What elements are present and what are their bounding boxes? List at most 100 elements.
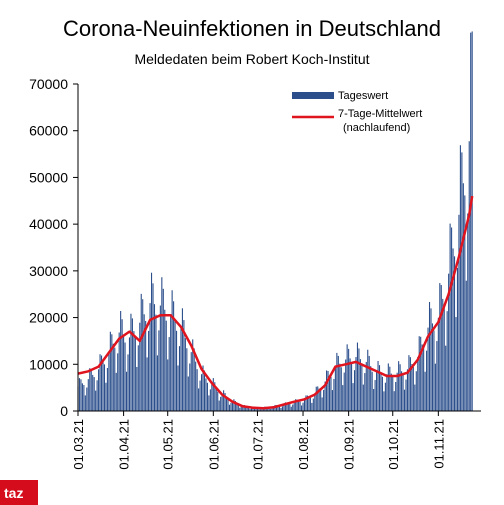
bar-tageswert	[271, 407, 273, 411]
bar-tageswert	[377, 360, 379, 411]
bar-tageswert	[364, 373, 366, 411]
bar-tageswert	[252, 407, 254, 411]
bar-tageswert	[290, 406, 292, 411]
bar-tageswert	[218, 400, 220, 411]
x-tick-label: 01.05.21	[161, 419, 176, 470]
bar-tageswert	[205, 378, 207, 411]
x-tick-label: 01.07.21	[250, 419, 265, 470]
y-tick-label: 40000	[29, 216, 68, 232]
bar-tageswert	[321, 397, 323, 411]
bar-tageswert	[298, 401, 300, 411]
bar-tageswert	[90, 369, 92, 411]
y-tick-label: 50000	[29, 169, 68, 185]
bar-tageswert	[195, 361, 197, 411]
bar-tageswert	[412, 366, 414, 411]
bar-tageswert	[389, 366, 391, 411]
bar-tageswert	[392, 376, 394, 411]
bar-tageswert	[170, 315, 172, 411]
bar-tageswert	[327, 370, 329, 411]
bar-tageswert	[248, 407, 250, 411]
bar-tageswert	[224, 393, 226, 411]
bar-tageswert	[328, 375, 331, 411]
bar-tageswert	[114, 347, 116, 411]
bar-tageswert	[430, 308, 432, 411]
bar-tageswert	[130, 313, 132, 411]
bar-tageswert	[287, 403, 289, 411]
bar-tageswert	[103, 364, 106, 411]
bar-tageswert	[417, 357, 419, 411]
bar-tageswert	[459, 145, 461, 412]
bar-tageswert	[133, 331, 135, 411]
bar-tageswert	[184, 338, 186, 411]
bar-tageswert	[230, 402, 232, 411]
x-tick-label: 01.03.21	[71, 419, 86, 470]
bar-tageswert	[93, 377, 95, 411]
bar-tageswert	[343, 372, 345, 411]
bar-tageswert	[418, 336, 420, 411]
bar-tageswert	[237, 404, 239, 411]
bar-tageswert	[136, 366, 138, 411]
bar-tageswert	[158, 330, 160, 411]
y-tick-label: 0	[60, 403, 68, 419]
bar-tageswert	[405, 379, 407, 411]
bar-tageswert	[312, 398, 314, 411]
bar-tageswert	[193, 348, 195, 411]
bar-tageswert	[406, 369, 409, 411]
y-tick-label: 30000	[29, 263, 68, 279]
bar-tageswert	[302, 402, 304, 411]
bar-tageswert	[199, 380, 201, 411]
bar-tageswert	[221, 393, 223, 411]
bar-tageswert	[178, 346, 181, 411]
bar-tageswert	[137, 345, 139, 411]
bar-tageswert	[299, 401, 301, 411]
bar-tageswert	[245, 405, 247, 411]
bar-tageswert	[168, 337, 170, 411]
bar-tageswert	[171, 290, 173, 411]
bar-tageswert	[408, 355, 410, 411]
bar-tageswert	[374, 380, 376, 411]
bar-tageswert	[256, 407, 258, 411]
bar-tageswert	[206, 382, 208, 411]
bar-tageswert	[164, 309, 166, 411]
bar-tageswert	[470, 32, 472, 411]
bar-tageswert	[281, 406, 283, 411]
bar-tageswert	[296, 399, 298, 411]
bar-tageswert	[225, 396, 228, 411]
bar-tageswert	[458, 214, 460, 411]
bar-tageswert	[334, 366, 336, 411]
x-tick-label: 01.10.21	[386, 419, 401, 470]
bar-series	[77, 31, 473, 412]
bar-tageswert	[143, 314, 145, 411]
x-tick-label: 01.11.21	[431, 419, 446, 469]
bar-tageswert	[317, 386, 319, 411]
bar-tageswert	[243, 404, 245, 411]
bar-tageswert	[289, 403, 291, 411]
bar-tageswert	[293, 402, 295, 411]
bar-tageswert	[81, 383, 83, 411]
bar-tageswert	[115, 372, 117, 411]
bar-tageswert	[467, 213, 469, 411]
bar-tageswert	[440, 285, 442, 411]
x-axis: 01.03.21 01.04.21 01.05.21 01.06.21 01.07.21…	[71, 411, 446, 470]
bar-tageswert	[127, 354, 129, 411]
bar-tageswert	[295, 399, 297, 411]
bar-tageswert	[183, 320, 185, 411]
bar-tageswert	[220, 396, 222, 411]
bar-tageswert	[277, 405, 279, 411]
bar-tageswert	[308, 397, 310, 411]
bar-tageswert	[140, 293, 142, 411]
bar-tageswert	[301, 405, 303, 411]
bar-tageswert	[249, 408, 251, 411]
bar-tageswert	[342, 385, 344, 411]
line-mittelwert	[77, 195, 474, 410]
bar-tageswert	[175, 330, 178, 411]
bar-tageswert	[330, 376, 332, 411]
bar-tageswert	[445, 345, 447, 411]
bar-tageswert	[223, 390, 225, 411]
bar-tageswert	[273, 406, 275, 411]
bar-tageswert	[333, 378, 335, 411]
bar-tageswert	[323, 389, 325, 411]
bar-tageswert	[258, 408, 260, 411]
